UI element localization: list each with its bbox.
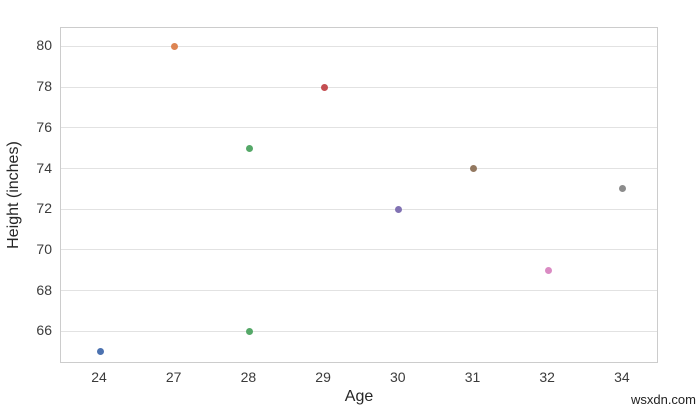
data-point [245, 144, 253, 152]
x-axis-label: Age [344, 388, 374, 405]
data-point [245, 327, 253, 335]
y-gridline [61, 290, 657, 292]
y-gridline [61, 208, 657, 210]
x-tick-label: 30 [390, 369, 406, 385]
y-tick-label: 68 [36, 281, 52, 298]
y-gridline [61, 45, 657, 47]
y-tick-label: 74 [36, 159, 52, 176]
y-tick-label: 66 [36, 322, 52, 339]
y-gridline [61, 249, 657, 251]
x-tick-label: 34 [614, 369, 630, 385]
x-tick-label: 31 [464, 369, 481, 385]
x-tick-label: 24 [91, 369, 107, 385]
data-point [320, 83, 328, 91]
y-tick-label: 72 [36, 200, 52, 217]
x-tick-label: 27 [165, 369, 182, 385]
data-point [470, 165, 477, 172]
y-tick-label: 80 [36, 37, 52, 54]
x-tick-label: 32 [539, 369, 555, 385]
watermark: wsxdn.com [630, 392, 696, 407]
y-tick-label: 76 [36, 118, 52, 135]
data-point [96, 348, 104, 356]
data-point [395, 205, 403, 213]
y-tick-label: 70 [36, 240, 52, 257]
x-tick-label: 28 [240, 369, 257, 385]
y-gridline [61, 86, 657, 88]
data-point [171, 42, 179, 50]
data-point [544, 266, 552, 274]
x-tick-label: 29 [315, 369, 331, 385]
plot-area [60, 27, 658, 363]
y-tick-label: 78 [36, 78, 52, 95]
y-gridline [61, 330, 657, 332]
y-gridline [61, 168, 657, 169]
data-point [619, 185, 627, 193]
y-gridline [61, 127, 657, 129]
